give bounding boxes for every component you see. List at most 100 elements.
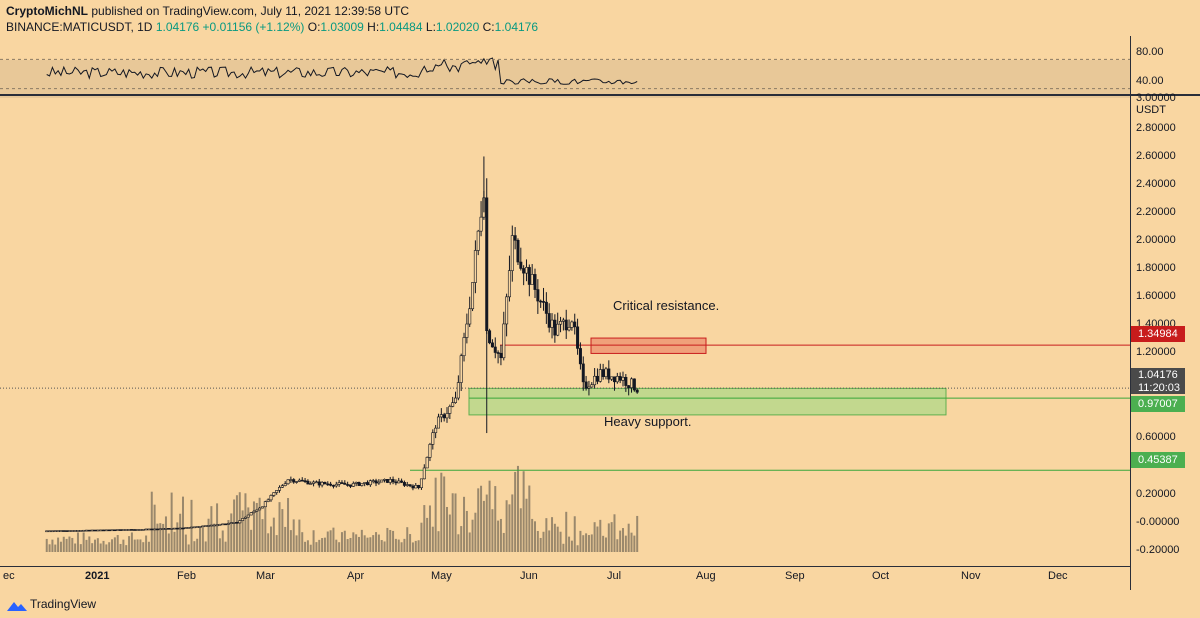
candle-body — [408, 484, 412, 487]
candle-body — [400, 480, 404, 483]
time-label: Dec — [1048, 570, 1068, 582]
volume-bar — [528, 485, 531, 552]
candle-body — [314, 481, 318, 484]
candle-body — [451, 402, 455, 407]
volume-bar — [542, 531, 545, 552]
volume-bar — [565, 511, 568, 552]
candle-body — [360, 483, 364, 486]
candle-body — [96, 529, 100, 532]
volume-bar — [96, 538, 99, 552]
candle-body — [527, 267, 531, 285]
volume-bar — [267, 533, 270, 552]
volume-bar — [318, 539, 321, 552]
candle-body — [417, 485, 421, 488]
candle-body — [485, 197, 489, 331]
candle-body — [590, 384, 594, 388]
volume-bar — [252, 501, 255, 552]
volume-bar — [516, 465, 519, 552]
volume-bar — [539, 537, 542, 552]
volume-bar — [392, 530, 395, 552]
volume-bar — [403, 538, 406, 552]
bar-countdown: 11:20:03 — [1138, 382, 1181, 394]
candle-body — [127, 529, 131, 531]
time-label: Sep — [785, 570, 805, 582]
time-axis[interactable] — [0, 566, 1130, 591]
candle-body — [522, 268, 526, 274]
volume-bar — [480, 485, 483, 552]
volume-bar — [275, 535, 278, 552]
lower-level-tag: 0.45387 — [1131, 452, 1185, 468]
publish-info: CryptoMichNL published on TradingView.co… — [6, 4, 409, 18]
candle-body — [59, 530, 63, 532]
volume-bar — [247, 507, 250, 552]
candle-body — [82, 529, 86, 532]
volume-bar — [613, 514, 616, 552]
candle-body — [155, 528, 159, 531]
volume-bar — [94, 539, 96, 552]
volume-bar — [270, 526, 272, 552]
candle-body — [67, 530, 71, 532]
candle-body — [192, 526, 196, 529]
candle-body — [93, 529, 97, 532]
candle-body — [445, 413, 449, 419]
candle-body — [164, 528, 168, 530]
candle-body — [422, 467, 426, 480]
volume-bar — [227, 520, 230, 552]
volume-bar — [457, 534, 460, 552]
author-name[interactable]: CryptoMichNL — [6, 4, 88, 18]
volume-bar — [400, 542, 403, 552]
last-price-tag: 1.04176 11:20:03 — [1131, 368, 1185, 394]
candle-body — [573, 321, 577, 328]
volume-bar — [369, 537, 372, 552]
volume-bar — [519, 508, 522, 552]
volume-bar — [488, 480, 491, 552]
rsi-pane[interactable] — [0, 36, 1130, 98]
volume-bar — [372, 535, 375, 552]
volume-bar — [326, 531, 329, 552]
volume-bar — [346, 539, 349, 552]
volume-bar — [150, 491, 153, 552]
volume-bar — [139, 539, 142, 552]
candle-body — [490, 342, 494, 348]
time-label: Apr — [347, 570, 365, 582]
candle-body — [229, 522, 233, 524]
candle-body — [232, 522, 236, 524]
candle-body — [340, 482, 344, 484]
candle-body — [550, 319, 554, 328]
volume-bar — [48, 544, 51, 552]
volume-bar — [301, 532, 304, 552]
candle-body — [56, 530, 60, 532]
pane-separator[interactable] — [0, 94, 1200, 96]
volume-bar — [241, 510, 244, 552]
candle-body — [624, 376, 628, 386]
candle-body — [366, 482, 370, 486]
tradingview-brand[interactable]: TradingView — [30, 597, 97, 611]
candle-body — [505, 296, 509, 325]
candle-body — [209, 524, 213, 527]
volume-bar — [182, 496, 184, 552]
candle-body — [113, 529, 117, 532]
volume-bar — [128, 536, 131, 552]
symbol[interactable]: BINANCE:MATICUSDT, 1D — [6, 20, 153, 34]
volume-bar — [306, 540, 309, 552]
price-tick: 2.20000 — [1136, 206, 1176, 218]
time-label: Oct — [872, 570, 890, 582]
candle-body — [263, 501, 267, 508]
volume-bar — [102, 540, 105, 552]
volume-bar — [607, 523, 610, 552]
candle-body — [161, 528, 165, 530]
volume-bar — [511, 494, 514, 552]
volume-bar — [360, 529, 363, 552]
candle-body — [414, 485, 418, 489]
price-chart[interactable] — [0, 96, 1130, 566]
volume-bar — [113, 537, 116, 552]
low-value: 1.02020 — [435, 20, 480, 34]
candle-body — [260, 506, 264, 509]
candle-body — [283, 483, 287, 486]
volume-bar — [630, 532, 633, 552]
volume-bar — [471, 519, 474, 552]
volume-bar — [190, 499, 193, 552]
candle-body — [604, 368, 608, 377]
candle-body — [62, 530, 66, 532]
candle-body — [147, 528, 151, 531]
